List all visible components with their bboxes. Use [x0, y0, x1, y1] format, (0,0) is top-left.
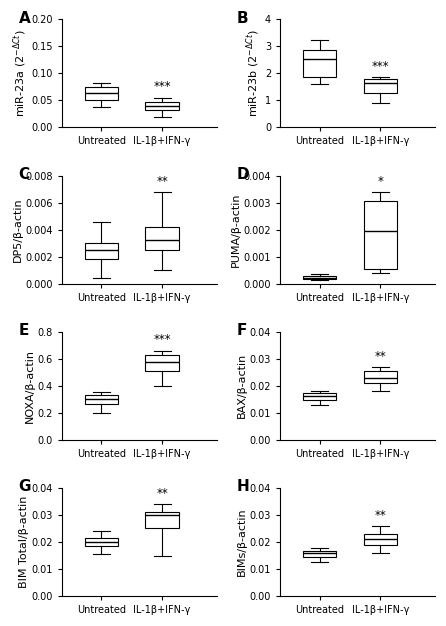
- PathPatch shape: [303, 49, 336, 78]
- Y-axis label: PUMA/β-actin: PUMA/β-actin: [231, 192, 241, 267]
- Text: *: *: [377, 175, 383, 188]
- PathPatch shape: [145, 356, 179, 371]
- Text: G: G: [19, 480, 31, 495]
- Text: A: A: [19, 11, 30, 26]
- PathPatch shape: [85, 538, 118, 546]
- Text: **: **: [156, 487, 168, 500]
- PathPatch shape: [145, 227, 179, 250]
- PathPatch shape: [303, 393, 336, 400]
- Y-axis label: miR-23b (2$^{-ΔCt}$): miR-23b (2$^{-ΔCt}$): [244, 29, 262, 118]
- Y-axis label: NOXA/β-actin: NOXA/β-actin: [25, 349, 35, 423]
- Text: **: **: [156, 175, 168, 188]
- PathPatch shape: [363, 371, 397, 383]
- PathPatch shape: [363, 535, 397, 545]
- Text: D: D: [237, 167, 249, 182]
- Y-axis label: BAX/β-actin: BAX/β-actin: [237, 353, 247, 418]
- Text: B: B: [237, 11, 248, 26]
- Text: F: F: [237, 323, 247, 338]
- Y-axis label: DP5/β-actin: DP5/β-actin: [12, 197, 23, 262]
- Text: **: **: [374, 349, 386, 362]
- Text: C: C: [19, 167, 30, 182]
- PathPatch shape: [363, 80, 397, 93]
- PathPatch shape: [303, 276, 336, 279]
- PathPatch shape: [85, 395, 118, 404]
- Text: ***: ***: [153, 80, 171, 93]
- PathPatch shape: [85, 87, 118, 100]
- PathPatch shape: [145, 101, 179, 110]
- Text: ***: ***: [372, 60, 389, 73]
- Text: ***: ***: [153, 334, 171, 346]
- Text: E: E: [19, 323, 29, 338]
- Y-axis label: BIMs/β-actin: BIMs/β-actin: [237, 508, 247, 576]
- PathPatch shape: [85, 243, 118, 259]
- PathPatch shape: [145, 511, 179, 528]
- Y-axis label: miR-23a (2$^{-ΔCt}$): miR-23a (2$^{-ΔCt}$): [11, 29, 29, 117]
- Text: **: **: [374, 509, 386, 522]
- PathPatch shape: [363, 202, 397, 269]
- Y-axis label: BIM Total/β-actin: BIM Total/β-actin: [19, 496, 29, 588]
- Text: H: H: [237, 480, 249, 495]
- PathPatch shape: [303, 550, 336, 557]
